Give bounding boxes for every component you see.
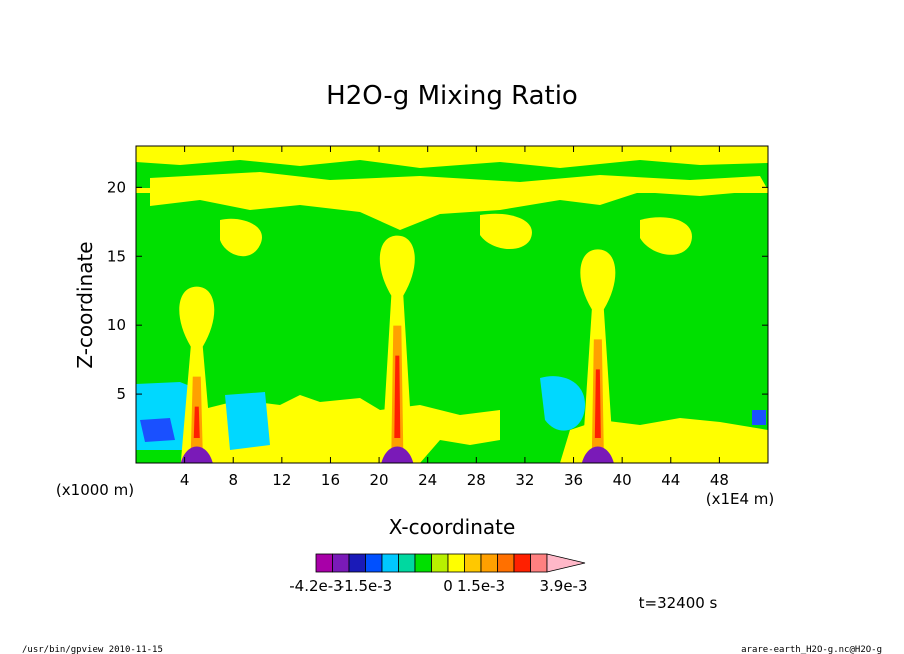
colorbar-swatch [365, 553, 383, 573]
colorbar-swatch [513, 553, 531, 573]
cyan-right [540, 376, 585, 431]
x-tick-label: 8 [228, 471, 238, 489]
x-tick-label: 32 [515, 471, 534, 489]
plume-core-inner [594, 369, 601, 438]
cyan-mid [225, 392, 270, 450]
lower-yellow-left [200, 395, 500, 463]
plume-base-dry [381, 446, 414, 463]
plume-core-inner [394, 355, 401, 438]
x-tick-label: 36 [564, 471, 583, 489]
colorbar-label: -1.5e-3 [339, 577, 392, 595]
x-tick-label: 40 [613, 471, 632, 489]
colorbar-label: 0 [443, 577, 453, 595]
blue-left [140, 418, 175, 442]
yellow-patch-a [220, 218, 262, 257]
plot-area [136, 146, 768, 463]
x-tick-label: 28 [467, 471, 486, 489]
yellow-patch-c [640, 217, 692, 255]
colorbar-swatch [414, 553, 432, 573]
colorbar-label: 3.9e-3 [539, 577, 587, 595]
colorbar-swatch [530, 553, 548, 573]
colorbar [315, 553, 586, 573]
colorbar-extend-arrow [546, 553, 586, 573]
upper-yellow-region [136, 146, 768, 168]
yellow-patch-b [480, 213, 532, 250]
footer-right: arare-earth_H2O-g.nc@H2O-g [741, 645, 882, 654]
chart-title: H2O-g Mixing Ratio [326, 81, 578, 111]
plot-frame [135, 145, 769, 464]
x-tick-label: 48 [710, 471, 729, 489]
y-axis-label: Z-coordinate [73, 241, 97, 368]
time-label: t=32400 s [639, 594, 718, 612]
colorbar-swatch [431, 553, 449, 573]
colorbar-label: 1.5e-3 [457, 577, 505, 595]
colorbar-swatch [348, 553, 366, 573]
x-tick-label: 4 [180, 471, 190, 489]
x-tick-label: 44 [661, 471, 680, 489]
y-tick-label: 20 [107, 178, 126, 196]
colorbar-labels: -4.2e-3-1.5e-3 0 1.5e-3 3.9e-3 [289, 577, 587, 595]
plume-base-dry [581, 446, 614, 463]
colorbar-swatch [497, 553, 515, 573]
x-axis-ticks: 4 8 12 16 20 24 28 32 36 40 44 48 [180, 146, 729, 489]
y-tick-label: 10 [107, 316, 126, 334]
mid-yellow-region [150, 172, 768, 230]
x-tick-label: 20 [370, 471, 389, 489]
colorbar-swatch [332, 553, 350, 573]
colorbar-swatch [480, 553, 498, 573]
y-tick-label: 15 [107, 247, 126, 265]
y-axis-ticks: 5 10 15 20 [107, 178, 768, 403]
plume-base-dry [180, 446, 213, 463]
x-unit-left: (x1000 m) [56, 481, 134, 499]
footer-left: /usr/bin/gpview 2010-11-15 [22, 645, 163, 654]
colorbar-swatch [381, 553, 399, 573]
x-tick-label: 16 [321, 471, 340, 489]
x-unit-right: (x1E4 m) [706, 490, 775, 508]
plumes-layer [179, 235, 616, 463]
plume-core-inner [193, 406, 200, 438]
band-20 [136, 188, 768, 193]
x-tick-label: 24 [418, 471, 437, 489]
x-tick-label: 12 [272, 471, 291, 489]
x-axis-label: X-coordinate [389, 515, 516, 539]
y-tick-label: 5 [116, 385, 126, 403]
colorbar-label: -4.2e-3 [289, 577, 342, 595]
plume-column [179, 286, 215, 463]
colorbar-swatch [315, 553, 333, 573]
colorbar-swatch [464, 553, 482, 573]
colorbar-swatch [398, 553, 416, 573]
colorbar-swatch [447, 553, 465, 573]
blue-right [752, 410, 766, 425]
